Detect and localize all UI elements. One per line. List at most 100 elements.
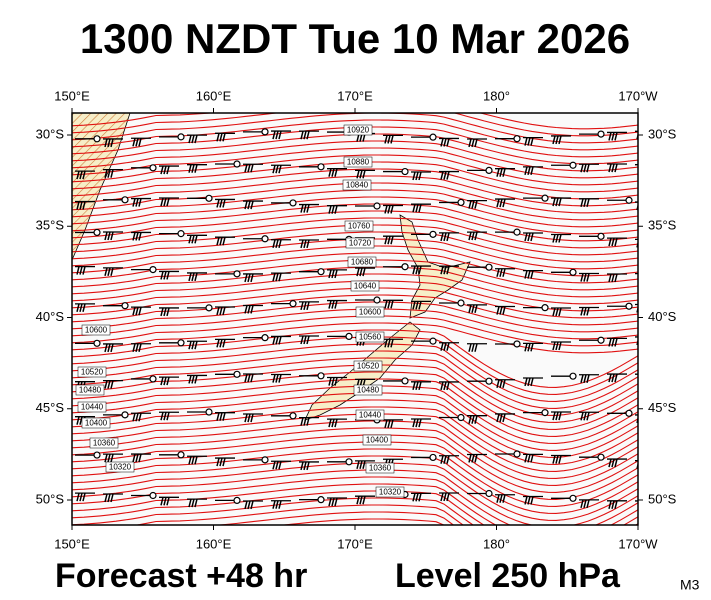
barb-feather — [446, 455, 450, 464]
calm-circle — [261, 456, 269, 464]
barb-feather — [390, 300, 394, 309]
barb-feather — [440, 342, 444, 351]
barb-feather — [222, 306, 226, 316]
barb-feather — [222, 457, 226, 467]
barb-feather — [496, 379, 500, 388]
model-label: M3 — [680, 577, 700, 593]
contour-label-box — [353, 360, 383, 372]
contour-label-box — [81, 324, 111, 336]
barb-feather — [418, 418, 422, 428]
contour-line — [72, 406, 638, 465]
barb-feather — [412, 381, 416, 391]
barb-feather — [191, 134, 195, 144]
barb-feather — [608, 338, 612, 347]
barb-feather — [303, 417, 307, 426]
contour-label: 10880 — [347, 158, 370, 167]
contour-line — [72, 490, 638, 525]
barb-feather — [247, 200, 251, 210]
barb-feather — [219, 457, 223, 467]
barb-feather — [300, 417, 304, 426]
barb-feather — [138, 232, 142, 241]
barb-feather — [303, 204, 307, 213]
contour-label-box — [345, 237, 375, 249]
barb-feather — [272, 500, 276, 509]
barb-feather — [110, 267, 114, 277]
barb-feather — [443, 266, 447, 275]
barb-feather — [163, 376, 167, 386]
calm-circle — [345, 332, 353, 341]
lon-label: 170°E — [337, 88, 373, 103]
contour-line — [72, 343, 638, 402]
barb-feather — [328, 418, 332, 428]
barb-feather — [300, 301, 304, 311]
barb-feather — [468, 200, 472, 209]
barb-feather — [303, 301, 307, 311]
barb-feather — [608, 237, 612, 247]
barb-feather — [331, 300, 335, 309]
calm-circle — [233, 496, 241, 505]
barb-feather — [135, 198, 139, 207]
calm-circle — [654, 162, 660, 168]
barb-feather — [440, 492, 444, 502]
barb-feather — [412, 171, 416, 181]
calm-circle — [597, 336, 605, 344]
barb-feather — [300, 130, 304, 140]
barb-feather — [188, 341, 192, 350]
contour-label-box — [362, 434, 392, 446]
barb-feather — [132, 453, 136, 463]
contour-line — [72, 273, 638, 305]
level-label: Level 250 hPa — [395, 557, 621, 595]
barb-feather — [643, 239, 645, 247]
calm-circle — [429, 453, 437, 462]
contour-line — [72, 119, 638, 151]
barb-feather — [555, 197, 559, 207]
barb-feather — [583, 273, 587, 282]
barb-feather — [384, 339, 388, 348]
barb-feather — [250, 373, 254, 383]
barb-feather — [496, 268, 500, 277]
barb-feather — [334, 300, 338, 309]
barb-feather — [499, 198, 503, 208]
barb-feather — [222, 199, 226, 208]
barb-feather — [474, 231, 478, 241]
barb-feather — [611, 237, 615, 247]
barb-feather — [586, 273, 590, 282]
barb-feather — [244, 273, 248, 283]
contour-label: 10760 — [348, 222, 371, 231]
barb-feather — [135, 232, 139, 241]
calm-circle — [485, 489, 493, 498]
title: 1300 NZDT Tue 10 Mar 2026 — [80, 15, 630, 62]
barb-feather — [614, 338, 618, 347]
barb-feather — [474, 200, 478, 209]
contour-line — [72, 203, 638, 235]
calm-circle — [457, 299, 465, 307]
barb-feather — [362, 460, 366, 470]
barb-feather — [166, 165, 170, 175]
calm-circle — [149, 491, 157, 500]
barb-feather — [219, 306, 223, 316]
barb-feather — [166, 197, 170, 207]
barb-feather — [244, 500, 248, 510]
contour-label: 10440 — [81, 403, 104, 412]
barb-feather — [412, 265, 416, 275]
barb-feather — [82, 201, 86, 210]
contour-label-box — [77, 401, 107, 413]
barb-feather — [527, 232, 531, 242]
barb-feather — [191, 341, 195, 350]
barb-feather — [583, 374, 587, 383]
contour-line — [72, 308, 638, 340]
barb-feather — [359, 495, 363, 505]
barb-feather — [446, 266, 450, 275]
contour-label-box — [355, 409, 385, 421]
calm-circle — [654, 371, 660, 377]
barb-feather — [278, 130, 282, 140]
barb-feather — [244, 305, 248, 314]
barb-feather — [216, 199, 220, 208]
barb-feather — [640, 461, 642, 469]
barb-feather — [530, 270, 534, 279]
calm-circle — [177, 451, 185, 459]
barb-feather — [524, 377, 528, 387]
contour-label-box — [81, 417, 111, 429]
barb-feather — [471, 231, 475, 241]
barb-feather — [356, 170, 360, 179]
